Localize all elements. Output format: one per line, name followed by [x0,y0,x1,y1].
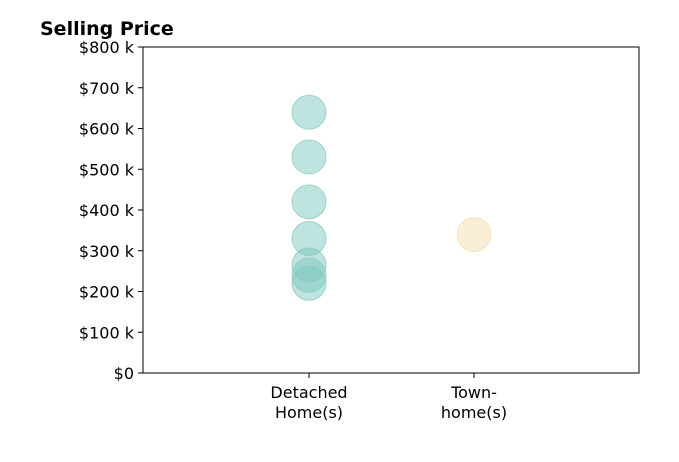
data-points [291,94,492,301]
x-tick-label: Town-home(s) [441,383,507,422]
data-point [291,184,327,220]
data-point [456,216,492,252]
y-tick-label: $700 k [79,79,135,98]
y-tick-label: $100 k [79,323,135,342]
y-axis: $0 $100 k $200 k $300 k $400 k $500 k $600 k $7… [79,38,143,383]
y-tick-label: $500 k [79,160,135,179]
x-axis: Detached Home(s) Town-home(s) [270,373,507,422]
data-point [291,265,327,301]
plot-frame [142,46,640,374]
data-point [291,94,327,130]
chart-title: Selling Price [40,18,174,40]
y-tick-label: $300 k [79,242,135,261]
y-tick-label: $600 k [79,120,135,139]
x-tick-label: Detached Home(s) [270,383,347,422]
y-tick-label: $0 [114,364,134,383]
y-tick-label: $400 k [79,201,135,220]
y-tick-label: $200 k [79,283,135,302]
data-point [291,139,327,175]
y-tick-label: $800 k [79,38,135,57]
